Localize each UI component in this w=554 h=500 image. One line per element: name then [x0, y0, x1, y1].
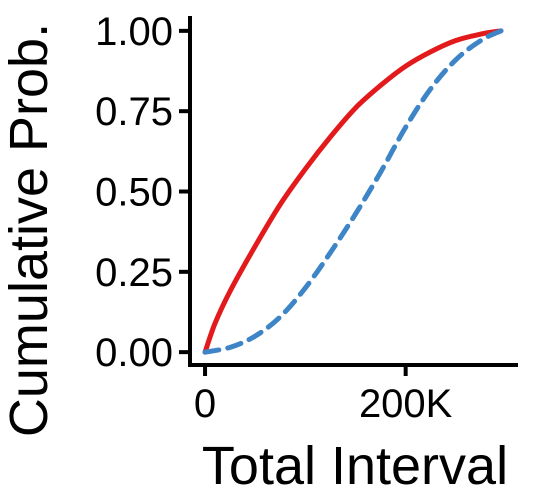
solid-series-line	[202, 28, 504, 355]
x-tick-label: 200K	[359, 382, 453, 426]
y-tick-label: 0.50	[95, 171, 173, 215]
y-axis-title: Cumulative Prob.	[0, 23, 59, 437]
y-tick-label: 0.75	[95, 90, 173, 134]
dashed-series-line	[202, 28, 504, 355]
series-layer	[202, 28, 504, 355]
y-tick-label: 1.00	[95, 10, 173, 54]
x-axis-title: Total Interval	[202, 436, 508, 496]
y-tick-label: 0.00	[95, 331, 173, 375]
tick-layer: 0.00 0.25 0.50 0.75 1.00 0 200K	[95, 10, 453, 426]
x-tick-label: 0	[194, 382, 216, 426]
axis-layer	[188, 16, 518, 367]
y-tick-label: 0.25	[95, 251, 173, 295]
